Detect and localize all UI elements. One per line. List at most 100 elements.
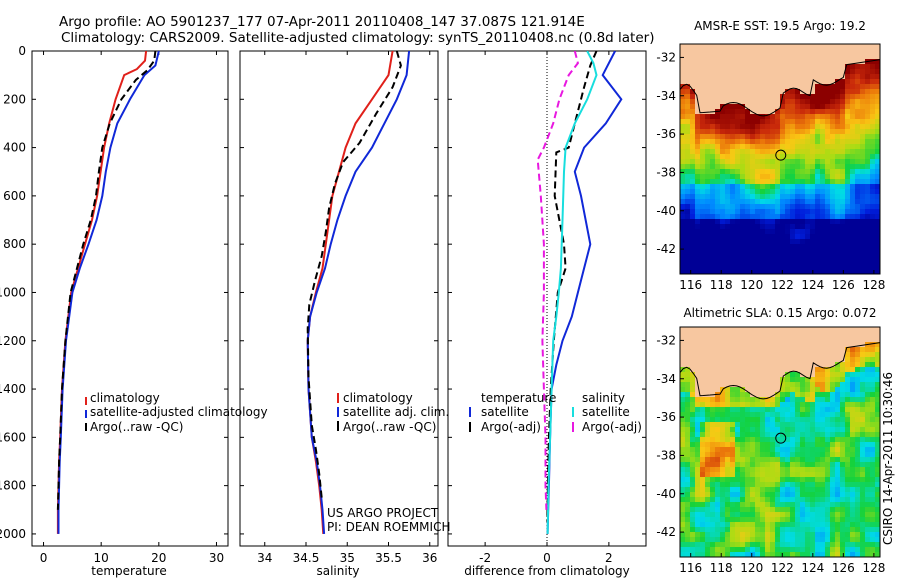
raster-cell bbox=[750, 174, 756, 180]
raster-cell bbox=[805, 209, 811, 215]
raster-cell bbox=[775, 497, 781, 503]
raster-cell bbox=[870, 94, 876, 100]
raster-cell bbox=[840, 487, 846, 493]
raster-cell bbox=[740, 392, 746, 398]
raster-cell bbox=[725, 392, 731, 398]
raster-cell bbox=[795, 377, 801, 383]
raster-cell bbox=[770, 84, 776, 90]
raster-cell bbox=[750, 352, 756, 358]
raster-cell bbox=[790, 442, 796, 448]
raster-cell bbox=[850, 537, 856, 543]
raster-cell bbox=[795, 552, 801, 557]
raster-cell bbox=[685, 462, 691, 468]
raster-cell bbox=[685, 337, 691, 343]
raster-cell bbox=[750, 457, 756, 463]
raster-cell bbox=[860, 249, 866, 255]
raster-cell bbox=[720, 552, 726, 557]
raster-cell bbox=[870, 487, 876, 493]
raster-cell bbox=[710, 99, 716, 105]
raster-cell bbox=[860, 164, 866, 170]
raster-cell bbox=[780, 437, 786, 443]
raster-cell bbox=[700, 164, 706, 170]
raster-cell bbox=[685, 44, 691, 50]
raster-cell bbox=[685, 427, 691, 433]
raster-cell bbox=[730, 442, 736, 448]
raster-cell bbox=[765, 502, 771, 508]
raster-cell bbox=[795, 527, 801, 533]
raster-cell bbox=[800, 49, 806, 55]
raster-cell bbox=[740, 134, 746, 140]
raster-cell bbox=[860, 79, 866, 85]
raster-cell bbox=[875, 199, 880, 205]
raster-cell bbox=[725, 84, 731, 90]
raster-cell bbox=[770, 149, 776, 155]
raster-cell bbox=[870, 467, 876, 473]
raster-cell bbox=[800, 537, 806, 543]
raster-cell bbox=[845, 427, 851, 433]
raster-cell bbox=[870, 234, 876, 240]
raster-cell bbox=[750, 169, 756, 175]
raster-cell bbox=[795, 452, 801, 458]
raster-cell bbox=[845, 189, 851, 195]
temperature-argo-adj-line bbox=[546, 51, 598, 522]
raster-cell bbox=[770, 189, 776, 195]
raster-cell bbox=[810, 447, 816, 453]
raster-cell bbox=[705, 249, 711, 255]
raster-cell bbox=[755, 89, 761, 95]
raster-cell bbox=[835, 342, 841, 348]
raster-cell bbox=[795, 422, 801, 428]
raster-cell bbox=[835, 134, 841, 140]
raster-cell bbox=[695, 522, 701, 528]
raster-cell bbox=[680, 49, 686, 55]
raster-cell bbox=[855, 362, 861, 368]
raster-cell bbox=[855, 502, 861, 508]
raster-cell bbox=[865, 412, 871, 418]
raster-cell bbox=[800, 74, 806, 80]
raster-cell bbox=[690, 44, 696, 50]
raster-cell bbox=[755, 367, 761, 373]
raster-cell bbox=[835, 502, 841, 508]
raster-cell bbox=[735, 482, 741, 488]
raster-cell bbox=[775, 407, 781, 413]
raster-cell bbox=[790, 457, 796, 463]
raster-cell bbox=[785, 442, 791, 448]
raster-cell bbox=[855, 179, 861, 185]
raster-cell bbox=[775, 79, 781, 85]
raster-cell bbox=[845, 392, 851, 398]
raster-cell bbox=[770, 362, 776, 368]
raster-cell bbox=[685, 357, 691, 363]
raster-cell bbox=[830, 377, 836, 383]
raster-cell bbox=[725, 362, 731, 368]
raster-cell bbox=[700, 134, 706, 140]
raster-cell bbox=[750, 467, 756, 473]
raster-cell bbox=[795, 342, 801, 348]
raster-cell bbox=[840, 174, 846, 180]
raster-cell bbox=[695, 542, 701, 548]
raster-cell bbox=[680, 537, 686, 543]
raster-cell bbox=[695, 462, 701, 468]
raster-cell bbox=[725, 89, 731, 95]
raster-cell bbox=[825, 452, 831, 458]
raster-cell bbox=[795, 64, 801, 70]
raster-cell bbox=[735, 124, 741, 130]
raster-cell bbox=[715, 447, 721, 453]
raster-cell bbox=[780, 214, 786, 220]
raster-cell bbox=[875, 472, 880, 478]
raster-cell bbox=[760, 99, 766, 105]
raster-cell bbox=[690, 84, 696, 90]
raster-cell bbox=[755, 422, 761, 428]
raster-cell bbox=[815, 224, 821, 230]
raster-cell bbox=[875, 239, 880, 245]
raster-cell bbox=[720, 332, 726, 338]
raster-cell bbox=[830, 492, 836, 498]
raster-cell bbox=[775, 442, 781, 448]
raster-cell bbox=[775, 357, 781, 363]
raster-cell bbox=[810, 427, 816, 433]
raster-cell bbox=[815, 352, 821, 358]
raster-cell bbox=[795, 502, 801, 508]
raster-cell bbox=[855, 194, 861, 200]
raster-cell bbox=[750, 99, 756, 105]
raster-cell bbox=[730, 502, 736, 508]
raster-cell bbox=[850, 452, 856, 458]
raster-cell bbox=[870, 69, 876, 75]
